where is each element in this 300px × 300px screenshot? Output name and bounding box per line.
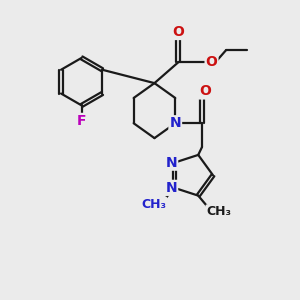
Text: N: N [166,181,177,195]
Text: O: O [206,55,218,69]
Text: N: N [169,116,181,130]
Text: O: O [172,25,184,39]
Text: O: O [199,84,211,98]
Text: CH₃: CH₃ [141,198,166,211]
Text: F: F [77,114,86,128]
Text: CH₃: CH₃ [206,206,232,218]
Text: N: N [166,156,177,170]
